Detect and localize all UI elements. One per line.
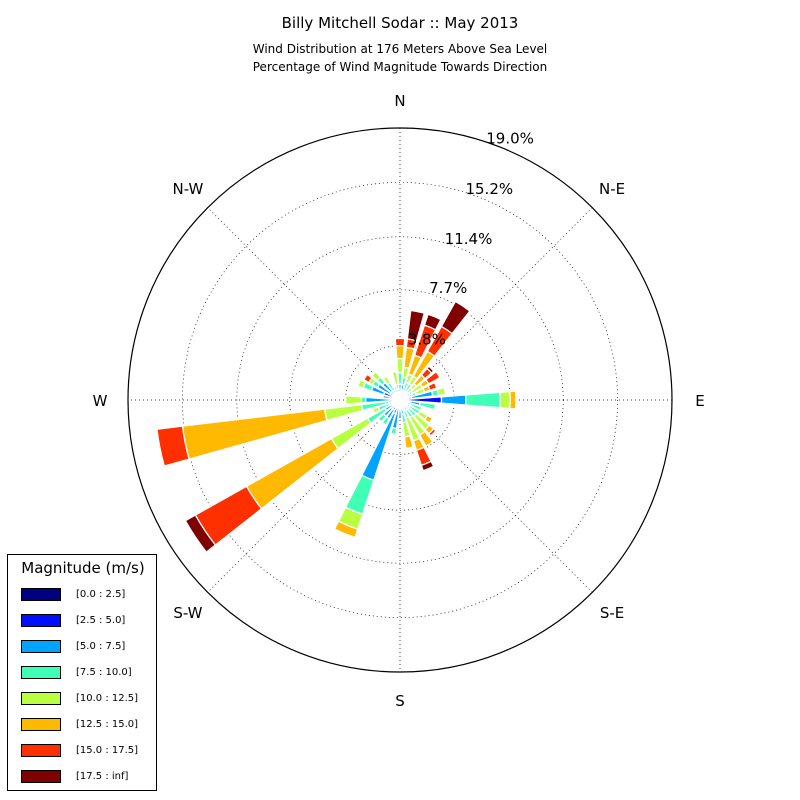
bar-dir-0-bin-5 bbox=[395, 344, 405, 360]
bar-dir-13-bin-5 bbox=[418, 430, 434, 448]
legend: Magnitude (m/s) [0.0 : 2.5] [2.5 : 5.0] [5… bbox=[7, 554, 157, 791]
bar-dir-23-bin-6 bbox=[156, 425, 190, 467]
bar-dir-20-bin-3 bbox=[377, 413, 387, 423]
wind-rose-bars bbox=[156, 300, 517, 554]
legend-item: [15.0 : 17.5] bbox=[21, 743, 151, 759]
bar-dir-11-bin-5 bbox=[423, 414, 434, 424]
legend-title: Magnitude (m/s) bbox=[21, 559, 145, 577]
direction-label-n-e: N-E bbox=[599, 180, 625, 198]
legend-swatch bbox=[21, 666, 61, 679]
bar-dir-8-bin-5 bbox=[509, 390, 517, 410]
direction-label-s-w: S-W bbox=[173, 604, 202, 622]
bar-dir-10-bin-3 bbox=[409, 402, 423, 412]
direction-label-e: E bbox=[695, 392, 704, 410]
grid-ring-4 bbox=[182, 182, 618, 618]
bar-dir-9-bin-3 bbox=[418, 401, 437, 411]
bar-dir-5-bin-6 bbox=[424, 370, 441, 385]
legend-item: [17.5 : inf] bbox=[21, 769, 151, 785]
legend-swatch bbox=[21, 718, 61, 731]
legend-label: [2.5 : 5.0] bbox=[76, 615, 126, 626]
direction-label-w: W bbox=[93, 392, 108, 410]
legend-item: [12.5 : 15.0] bbox=[21, 717, 151, 733]
bar-dir-17-bin-3 bbox=[389, 426, 398, 435]
bar-dir-8-bin-2 bbox=[440, 394, 467, 406]
bar-dir-6-bin-6 bbox=[427, 381, 438, 392]
legend-label: [12.5 : 15.0] bbox=[76, 719, 139, 730]
bar-dir-21-bin-4 bbox=[330, 417, 372, 450]
legend-swatch bbox=[21, 744, 61, 757]
bar-dir-29-bin-4 bbox=[382, 375, 392, 386]
chart-subtitle-line-2: Percentage of Wind Magnitude Towards Dir… bbox=[253, 60, 547, 74]
radial-tick-label-3: 11.4% bbox=[445, 230, 493, 248]
radial-tick-label-4: 15.2% bbox=[465, 180, 513, 198]
bar-dir-14-bin-7 bbox=[420, 460, 435, 472]
bar-dir-22-bin-4 bbox=[371, 406, 381, 414]
legend-swatch bbox=[21, 640, 61, 653]
legend-swatch bbox=[21, 588, 61, 601]
legend-swatch bbox=[21, 770, 61, 783]
bar-dir-26-bin-4 bbox=[357, 379, 367, 389]
direction-label-s-e: S-E bbox=[600, 604, 624, 622]
bar-dir-28-bin-4 bbox=[370, 370, 382, 382]
legend-label: [7.5 : 10.0] bbox=[76, 667, 132, 678]
bar-dir-3-bin-7 bbox=[440, 300, 471, 335]
bar-dir-2-bin-7 bbox=[423, 313, 442, 331]
polar-outer-circle bbox=[127, 127, 673, 673]
chart-subtitle-line-1: Wind Distribution at 176 Meters Above Se… bbox=[253, 42, 548, 56]
bar-dir-21-bin-7 bbox=[184, 514, 217, 554]
bar-dir-0-bin-4 bbox=[396, 357, 404, 374]
radial-tick-labels: 3.8% 7.7% 11.4% 15.2% 19.0% bbox=[408, 130, 534, 349]
bar-dir-19-bin-3 bbox=[381, 415, 391, 426]
legend-label: [0.0 : 2.5] bbox=[76, 589, 126, 600]
bar-dir-18-bin-3 bbox=[344, 474, 375, 516]
radial-tick-label-1: 3.8% bbox=[408, 331, 446, 349]
bar-dir-24-bin-4 bbox=[344, 395, 363, 405]
legend-label: [5.0 : 7.5] bbox=[76, 641, 126, 652]
bar-dir-25-bin-2 bbox=[382, 394, 394, 400]
legend-label: [10.0 : 12.5] bbox=[76, 693, 139, 704]
bar-dir-0-bin-6 bbox=[394, 337, 406, 347]
bar-dir-8-bin-3 bbox=[464, 391, 501, 409]
legend-swatch bbox=[21, 614, 61, 627]
chart-title: Billy Mitchell Sodar :: May 2013 bbox=[282, 14, 519, 32]
legend-item: [5.0 : 7.5] bbox=[21, 639, 151, 655]
bar-dir-1-bin-7 bbox=[406, 309, 426, 342]
direction-label-n: N bbox=[394, 92, 405, 110]
radial-tick-label-5: 19.0% bbox=[486, 130, 534, 148]
legend-item: [10.0 : 12.5] bbox=[21, 691, 151, 707]
bar-dir-18-bin-5 bbox=[333, 520, 359, 539]
legend-swatch bbox=[21, 692, 61, 705]
legend-label: [17.5 : inf] bbox=[76, 771, 129, 782]
bar-dir-23-bin-5 bbox=[181, 408, 328, 460]
bar-dir-8-bin-4 bbox=[499, 390, 511, 410]
direction-labels: N N-E E S-E S S-W W N-W bbox=[93, 92, 705, 710]
bar-dir-7-bin-4 bbox=[436, 386, 447, 397]
legend-label: [15.0 : 17.5] bbox=[76, 745, 139, 756]
bar-dir-12-bin-6 bbox=[427, 427, 437, 437]
legend-item: [2.5 : 5.0] bbox=[21, 613, 151, 629]
bar-dir-31-bin-4 bbox=[391, 370, 399, 386]
direction-label-n-w: N-W bbox=[172, 180, 203, 198]
radial-tick-label-2: 7.7% bbox=[429, 279, 467, 297]
bar-dir-4-bin-7 bbox=[426, 365, 435, 374]
direction-label-s: S bbox=[395, 692, 405, 710]
bar-dir-27-bin-6 bbox=[362, 373, 373, 384]
bar-dir-21-bin-5 bbox=[245, 437, 339, 510]
bar-dir-23-bin-4 bbox=[323, 403, 364, 422]
legend-item: [0.0 : 2.5] bbox=[21, 587, 151, 603]
legend-item: [7.5 : 10.0] bbox=[21, 665, 151, 681]
bar-dir-15-bin-5 bbox=[403, 435, 414, 450]
